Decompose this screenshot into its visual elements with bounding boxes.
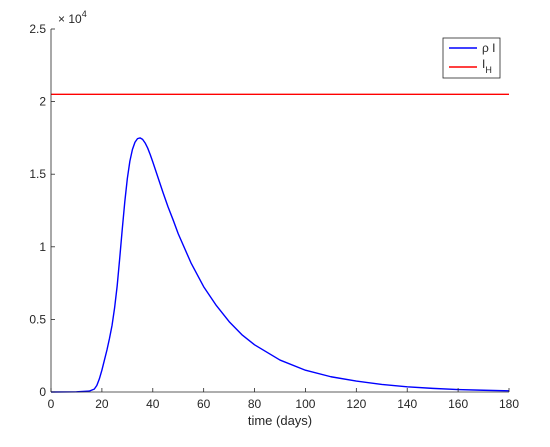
y-axis-exponent-power: 4 (82, 9, 87, 19)
y-axis-exponent: × 104 (58, 9, 87, 26)
legend: ρ I IH (442, 37, 501, 79)
x-axis-ticks: 0 20 40 60 80 100 120 140 160 180 (48, 388, 519, 411)
x-tick-label: 0 (48, 397, 55, 411)
x-axis-label: time (days) (248, 413, 312, 428)
legend-box (442, 37, 501, 79)
x-tick-label: 140 (397, 397, 417, 411)
plot-area (51, 29, 509, 392)
y-tick-label: 0 (39, 385, 46, 399)
x-tick-label: 60 (197, 397, 211, 411)
x-tick-label: 100 (295, 397, 315, 411)
y-tick-label: 1.5 (29, 167, 46, 181)
legend-label-i-h-sub: H (485, 65, 492, 75)
y-axis-ticks: 0 0.5 1 1.5 2 2.5 (29, 22, 55, 399)
y-tick-label: 0.5 (29, 312, 46, 326)
y-tick-label: 2.5 (29, 22, 46, 36)
y-tick-label: 1 (39, 240, 46, 254)
x-tick-label: 180 (499, 397, 519, 411)
x-tick-label: 160 (448, 397, 468, 411)
y-axis-exponent-base: × 10 (58, 12, 82, 26)
legend-label-i-h: IH (482, 57, 492, 75)
series-line-0 (50, 137, 510, 393)
x-tick-label: 80 (248, 397, 262, 411)
x-tick-label: 40 (146, 397, 160, 411)
x-tick-label: 120 (346, 397, 366, 411)
series-layer (50, 93, 510, 393)
x-tick-label: 20 (95, 397, 109, 411)
legend-label-rho-i: ρ I (482, 41, 496, 55)
axes-layer (50, 29, 509, 393)
legend-label-i-h-main: I (482, 57, 485, 71)
y-tick-label: 2 (39, 95, 46, 109)
